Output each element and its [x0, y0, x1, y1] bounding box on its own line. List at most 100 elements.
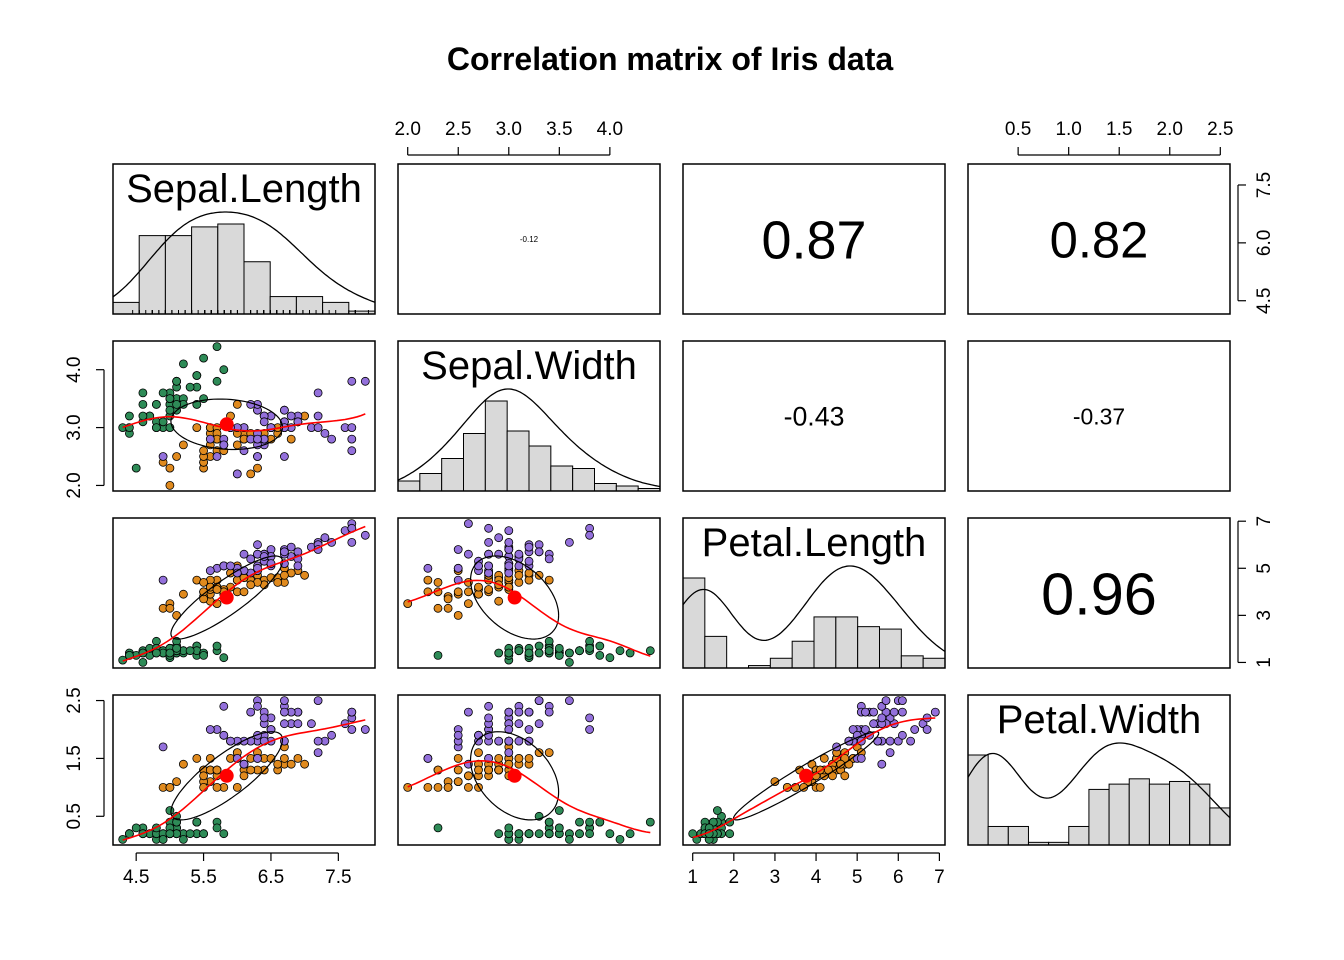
panel-r3-c4: 0.96 [967, 517, 1231, 669]
data-point [239, 549, 249, 559]
histogram-bar [398, 480, 421, 491]
tick-label: 4.5 [123, 867, 149, 888]
data-point [219, 365, 229, 375]
histogram-bar [857, 626, 881, 668]
data-point [474, 561, 483, 571]
data-point [178, 589, 188, 599]
data-point [524, 707, 534, 717]
histogram-bar [1068, 825, 1090, 845]
data-point [815, 783, 825, 792]
data-point [158, 742, 168, 752]
data-point [226, 561, 235, 571]
data-point [534, 648, 544, 658]
smoother-line [122, 525, 366, 662]
histogram-bar [1148, 783, 1171, 845]
histogram-bar [528, 445, 552, 491]
panel-frame [397, 340, 661, 492]
data-point [232, 783, 242, 792]
data-point [861, 707, 870, 717]
data-point [423, 783, 433, 792]
data-point [524, 542, 534, 552]
data-point [165, 480, 175, 490]
data-point [212, 765, 222, 775]
data-point [504, 648, 514, 658]
histogram-bar [900, 655, 924, 668]
correlation-value: 0.87 [762, 210, 867, 270]
data-point [534, 547, 544, 557]
data-point [595, 651, 605, 660]
data-point [585, 643, 594, 653]
data-point [504, 748, 514, 757]
data-point [819, 754, 829, 763]
panel-frame [682, 694, 946, 846]
data-point [313, 696, 323, 705]
data-point [494, 736, 504, 746]
data-point [232, 469, 242, 479]
data-point [484, 701, 494, 711]
histogram-bar [1128, 778, 1150, 845]
data-point [898, 696, 907, 705]
data-point [524, 725, 534, 734]
data-point [605, 653, 615, 663]
data-point [453, 777, 463, 786]
data-point [158, 417, 168, 427]
tick-label: 1.0 [1055, 119, 1081, 140]
correlation-ellipse [170, 555, 284, 640]
data-point [524, 556, 534, 566]
histogram-bar [968, 754, 989, 845]
histogram-bar [683, 577, 706, 668]
data-point [131, 463, 141, 473]
data-point [504, 736, 514, 746]
panel-r4-c4: Petal.Width [967, 694, 1231, 846]
data-point [199, 587, 209, 597]
variable-name: Sepal.Width [421, 344, 637, 388]
panel-r4-c1 [112, 694, 376, 846]
chart-title: Correlation matrix of Iris data [447, 41, 894, 77]
data-point [544, 646, 554, 656]
data-point [360, 376, 370, 386]
data-point [453, 730, 463, 740]
data-point [239, 587, 249, 597]
data-point [313, 388, 323, 398]
data-point [625, 829, 635, 839]
histogram-bar [1169, 780, 1191, 845]
histogram-bar [441, 458, 464, 491]
data-point [595, 641, 605, 651]
data-point [327, 434, 337, 444]
panel-frame [967, 163, 1231, 315]
data-point [585, 725, 594, 734]
panel-frame [112, 694, 376, 846]
data-point [861, 725, 870, 734]
data-point [433, 578, 443, 587]
data-point [178, 359, 188, 369]
data-point [313, 411, 323, 421]
panel-frame [397, 163, 661, 315]
tick-label: 2.0 [394, 119, 420, 140]
data-point [158, 388, 168, 398]
data-point [192, 371, 202, 380]
data-point [930, 707, 940, 717]
data-point [293, 561, 303, 571]
data-point [443, 783, 453, 792]
tick-label: 2 [729, 867, 740, 888]
data-point [199, 829, 209, 839]
data-point [524, 648, 534, 658]
data-point [347, 725, 357, 734]
panel-frame [112, 163, 376, 315]
data-point [605, 829, 615, 839]
correlation-ellipse [469, 555, 560, 640]
data-point [514, 719, 524, 729]
data-point [158, 575, 168, 585]
tick-label: 6.0 [1254, 230, 1275, 256]
data-point [423, 563, 433, 573]
data-point [347, 446, 357, 456]
data-point [534, 829, 544, 839]
histogram-bar [484, 400, 508, 491]
data-point [253, 540, 262, 550]
tick-label: 2.0 [64, 472, 85, 498]
data-point [347, 423, 357, 433]
data-point [474, 748, 483, 757]
data-point [534, 719, 544, 729]
data-point [199, 353, 209, 363]
data-point [534, 570, 544, 580]
